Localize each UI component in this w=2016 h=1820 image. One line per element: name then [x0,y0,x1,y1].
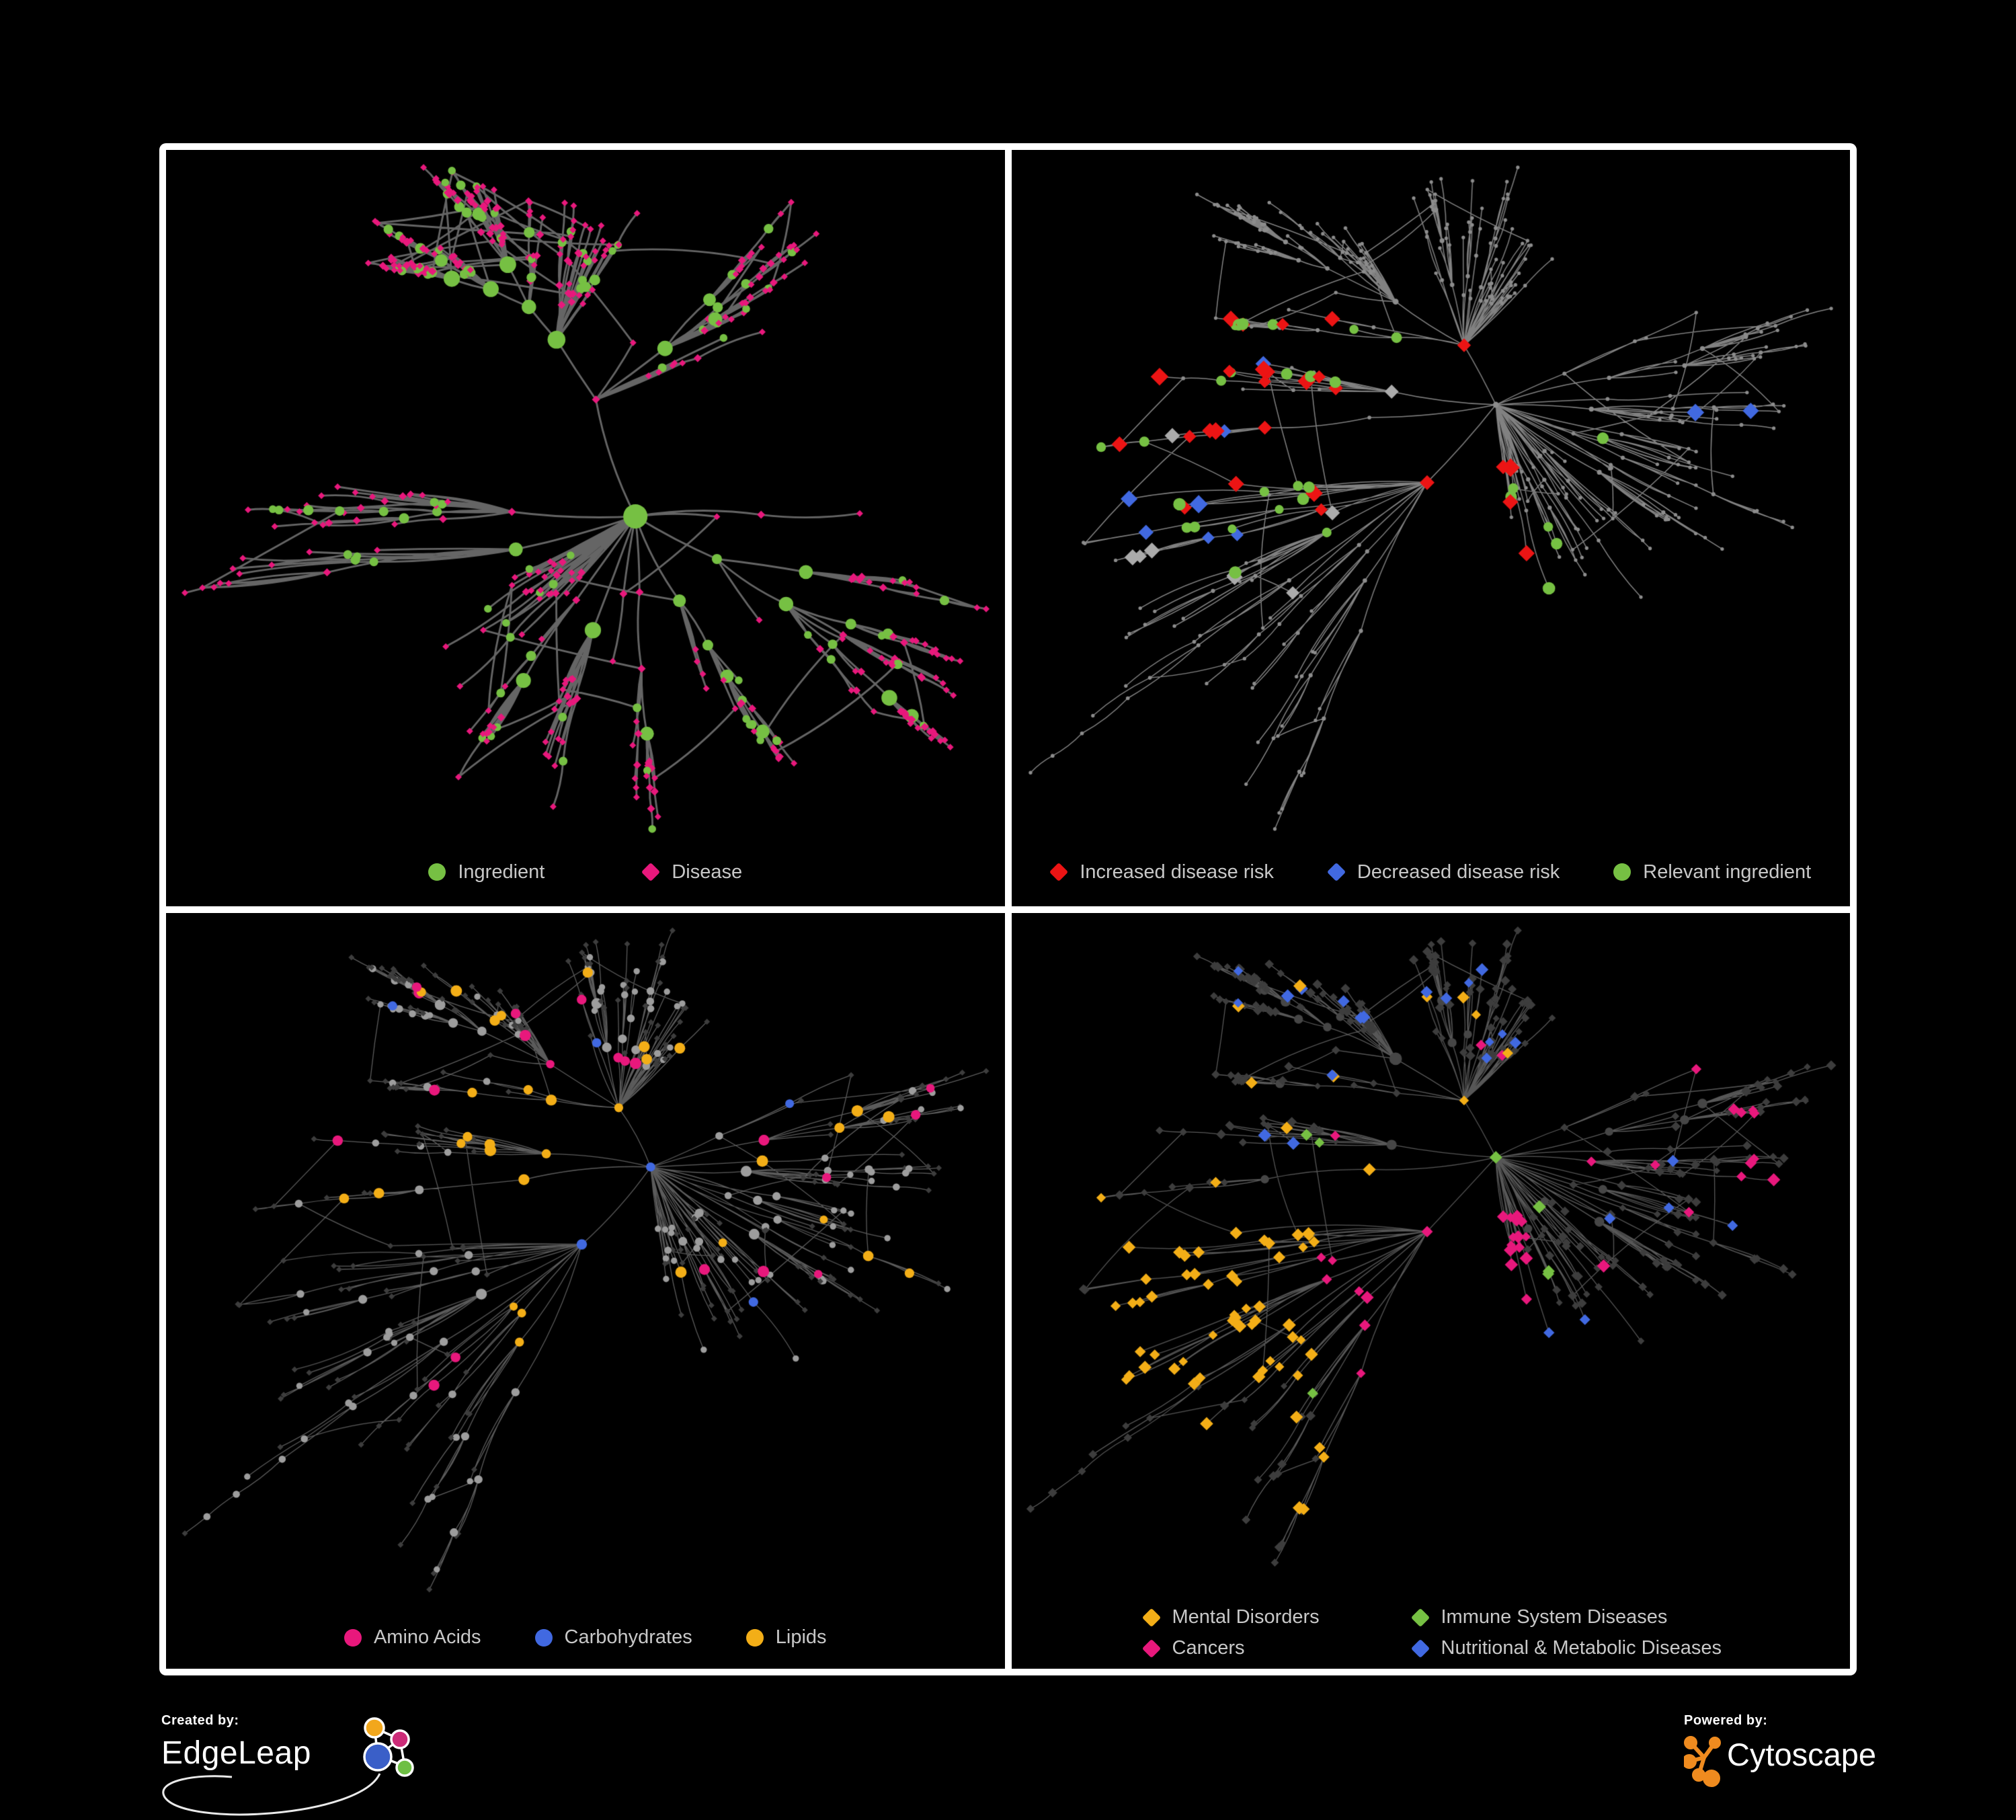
legend-label: Disease [672,861,743,883]
legend-item: Mental Disorders [1141,1606,1412,1628]
legend-swatch-circle [745,1628,764,1647]
powered-by-label: Powered by: [1684,1713,1768,1728]
legend-swatch-circle [534,1628,553,1647]
panel-legend: Mental Disorders Immune System Diseases Ca… [1012,1608,1851,1658]
legend-swatch-circle [428,863,446,881]
legend-label: Mental Disorders [1172,1606,1320,1628]
legend-swatch-diamond [1326,862,1346,882]
panel-legend: Ingredient Disease [166,861,1005,883]
network-canvas [1011,150,1850,906]
panel-disease-risk: Increased disease risk Decreased disease … [1011,150,1851,906]
cytoscape-brand-text: Cytoscape [1727,1737,1877,1772]
legend-item: Increased disease risk [1049,861,1274,883]
edgeleap-network-glyph [363,1717,414,1777]
legend-label: Lipids [775,1626,827,1648]
legend-item: Relevant ingredient [1613,861,1812,883]
legend-swatch-diamond [1141,1608,1161,1627]
legend-item: Lipids [745,1626,827,1648]
panel-grid: Ingredient Disease Increased disease risk… [159,143,1857,1675]
legend-item: Cancers [1141,1637,1412,1659]
panel-legend: Increased disease risk Decreased disease … [1012,861,1851,883]
legend-label: Nutritional & Metabolic Diseases [1441,1637,1722,1659]
network-canvas [166,912,1005,1669]
edgeleap-brand-text: EdgeLeap [161,1735,311,1771]
legend-swatch-diamond [1410,1638,1430,1658]
network-canvas [166,150,1005,906]
legend-label: Increased disease risk [1080,861,1274,883]
legend-label: Decreased disease risk [1357,861,1560,883]
legend-swatch-circle [344,1628,362,1647]
legend-label: Amino Acids [373,1626,481,1648]
powered-by-block: Powered by: Cytoscape [1684,1713,1966,1801]
network-canvas [1011,912,1850,1669]
edgeleap-swoosh [162,1773,381,1816]
edgeleap-logo-icon [162,1717,414,1816]
legend-item: Decreased disease risk [1326,861,1560,883]
legend-label: Carbohydrates [564,1626,692,1648]
legend-label: Ingredient [458,861,545,883]
legend-swatch-diamond [1141,1638,1161,1658]
legend-label: Cancers [1172,1637,1245,1659]
legend-item: Nutritional & Metabolic Diseases [1410,1637,1722,1659]
created-by-block: Created by: EdgeLeap [161,1713,538,1820]
legend-swatch-circle [1613,863,1631,881]
cytoscape-logo-icon [1684,1736,1721,1787]
legend-item: Carbohydrates [534,1626,692,1648]
legend-swatch-diamond [1049,862,1069,882]
panel-ingredient-classes: Amino Acids Carbohydrates Lipids [166,912,1005,1669]
panel-ingredient-disease: Ingredient Disease [166,150,1005,906]
legend-swatch-diamond [1410,1608,1430,1627]
legend-item: Disease [641,861,743,883]
created-by-label: Created by: [161,1713,239,1728]
legend-item: Immune System Diseases [1410,1606,1722,1628]
legend-label: Immune System Diseases [1441,1606,1668,1628]
panel-legend: Amino Acids Carbohydrates Lipids [166,1628,1005,1647]
legend-item: Amino Acids [344,1628,481,1647]
panel-disease-classes: Mental Disorders Immune System Diseases Ca… [1011,912,1851,1669]
legend-swatch-diamond [641,862,661,882]
legend-label: Relevant ingredient [1643,861,1812,883]
legend-item: Ingredient [428,861,545,883]
